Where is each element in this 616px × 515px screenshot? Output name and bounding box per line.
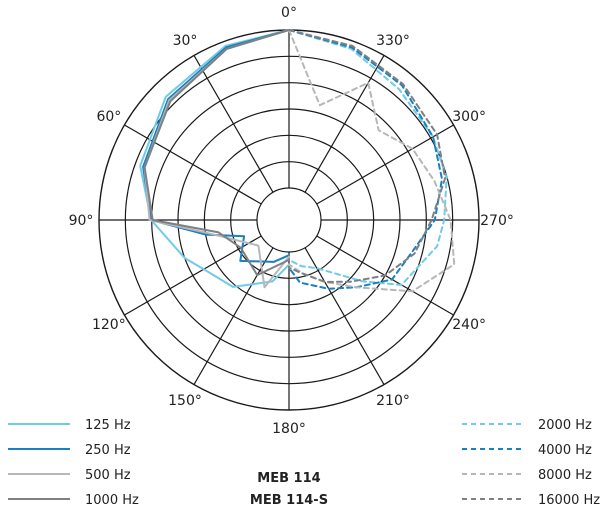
angle-label: 90°	[69, 213, 94, 229]
legend-label: 250 Hz	[85, 443, 131, 458]
legend-label: 125 Hz	[85, 418, 131, 433]
series-line	[288, 29, 456, 293]
legend-label: 16000 Hz	[538, 493, 600, 508]
angle-label: 300°	[452, 109, 486, 125]
angle-label: 270°	[480, 213, 514, 229]
series-line	[143, 29, 290, 277]
angle-label: 30°	[173, 33, 198, 49]
polar-spoke	[193, 55, 274, 193]
angle-label: 120°	[92, 317, 126, 333]
angle-label: 60°	[96, 109, 121, 125]
series-line	[288, 29, 448, 286]
legend-label: 500 Hz	[85, 468, 131, 483]
model-name: MEB 114-S	[250, 493, 328, 508]
legend-label: 1000 Hz	[85, 493, 139, 508]
polar-spoke	[124, 235, 262, 316]
angle-label: 180°	[272, 421, 306, 437]
polar-series	[139, 29, 456, 293]
legend-label: 2000 Hz	[538, 418, 592, 433]
polar-spoke	[304, 247, 385, 385]
polar-ring	[256, 187, 322, 253]
model-name: MEB 114	[257, 471, 320, 486]
series-line	[288, 29, 447, 283]
series-line	[142, 29, 290, 263]
polar-spoke	[316, 124, 454, 205]
angle-label: 330°	[376, 33, 410, 49]
legend-label: 4000 Hz	[538, 443, 592, 458]
angle-labels: 0° 30° 60° 90° 120° 150° 180° 210° 240° 270° 300° 3…	[69, 5, 514, 437]
series-line	[139, 29, 290, 288]
polar-spoke	[124, 124, 262, 205]
angle-label: 240°	[452, 317, 486, 333]
model-title: MEB 114 MEB 114-S	[250, 471, 328, 508]
angle-label: 210°	[376, 393, 410, 409]
angle-label: 0°	[281, 5, 297, 21]
polar-spoke	[304, 55, 385, 193]
polar-spoke	[193, 247, 274, 385]
legend: 125 Hz 250 Hz 500 Hz 1000 Hz 2000 Hz 4000 Hz 8…	[8, 418, 600, 508]
angle-label: 150°	[168, 393, 202, 409]
legend-label: 8000 Hz	[538, 468, 592, 483]
